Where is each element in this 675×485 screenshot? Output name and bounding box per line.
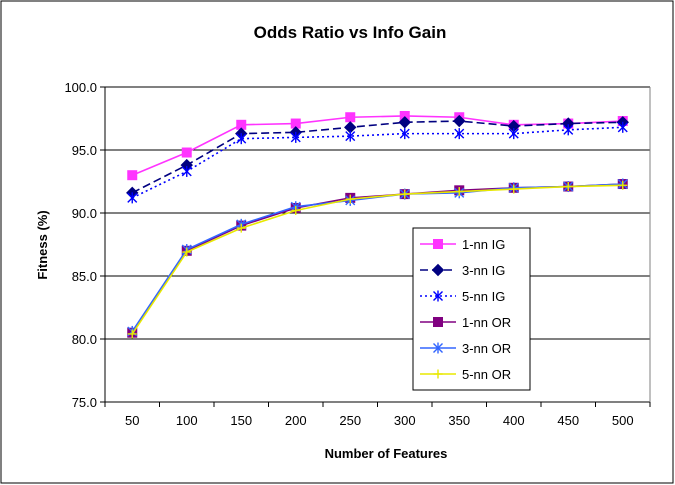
x-tick-label: 200 (285, 413, 307, 428)
y-tick-label: 100.0 (64, 80, 97, 95)
data-point (398, 116, 411, 129)
data-point (345, 194, 355, 204)
data-point (181, 147, 192, 158)
legend-marker (433, 290, 443, 302)
data-point (563, 124, 574, 136)
y-tick-label: 90.0 (72, 206, 97, 221)
series-line-5 (131, 184, 623, 335)
data-point (454, 128, 465, 140)
y-tick-label: 75.0 (72, 395, 97, 410)
x-tick-label: 400 (503, 413, 525, 428)
legend-label: 5-nn OR (462, 367, 511, 382)
y-axis-title: Fitness (%) (35, 210, 50, 279)
data-point (291, 205, 301, 215)
legend-marker (431, 263, 445, 277)
data-point (508, 128, 519, 140)
x-tick-label: 300 (394, 413, 416, 428)
data-point (127, 329, 137, 339)
data-point (618, 180, 628, 190)
chart-title: Odds Ratio vs Info Gain (254, 23, 447, 42)
data-point (181, 165, 192, 177)
legend-marker (433, 369, 443, 379)
data-point (345, 112, 356, 123)
x-tick-label: 250 (339, 413, 361, 428)
legend-marker (433, 317, 443, 327)
legend-marker (433, 342, 443, 354)
y-tick-label: 95.0 (72, 143, 97, 158)
data-point (345, 130, 356, 142)
data-point (509, 184, 519, 194)
data-point (399, 128, 410, 140)
legend-label: 3-nn OR (462, 341, 511, 356)
data-point (400, 189, 410, 199)
data-point (290, 131, 301, 143)
legend: 1-nn IG 3-nn IG 5-nn IG 1-nn OR 3-nn OR 5-nn … (412, 227, 531, 391)
y-tick-label: 80.0 (72, 332, 97, 347)
x-tick-label: 100 (176, 413, 198, 428)
data-point (617, 121, 628, 133)
legend-label: 1-nn IG (462, 237, 505, 252)
data-point (182, 247, 192, 257)
data-point (236, 133, 247, 145)
x-tick-label: 350 (448, 413, 470, 428)
legend-label: 1-nn OR (462, 315, 511, 330)
data-point (454, 187, 464, 197)
data-point (563, 182, 573, 192)
plot-area: 75.0 80.0 85.0 90.0 95.0 100.0 50 100 150 200 250 3… (64, 80, 651, 428)
x-axis-title: Number of Features (325, 446, 448, 461)
series-line-2 (131, 126, 623, 199)
x-tick-label: 150 (230, 413, 252, 428)
data-point (127, 192, 138, 204)
legend-marker (433, 239, 443, 249)
data-point (236, 223, 246, 233)
x-tick-label: 500 (612, 413, 634, 428)
series-line-1 (131, 120, 623, 194)
legend-label: 5-nn IG (462, 289, 505, 304)
y-tick-label: 85.0 (72, 269, 97, 284)
x-tick-label: 50 (125, 413, 139, 428)
data-point (453, 114, 466, 128)
legend-label: 3-nn IG (462, 263, 505, 278)
data-point (127, 170, 138, 181)
x-tick-label: 450 (557, 413, 579, 428)
legend-box (412, 227, 531, 391)
